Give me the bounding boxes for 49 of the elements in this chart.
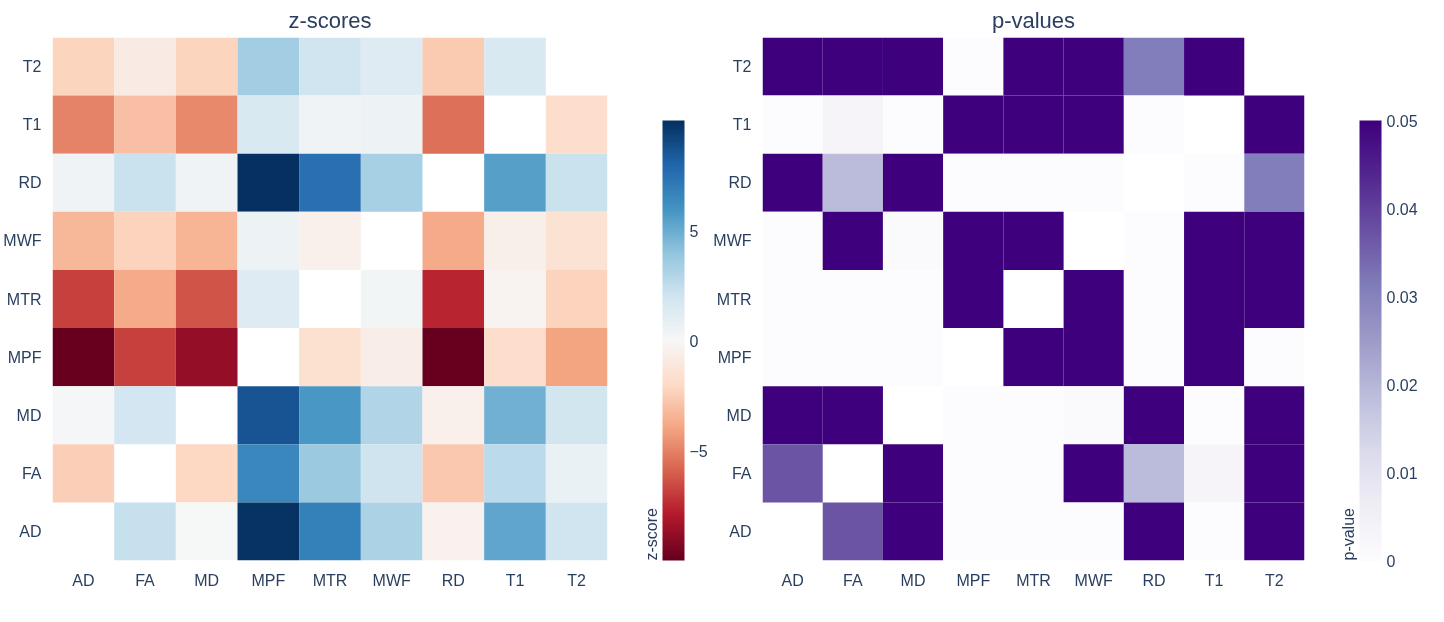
color-bar-label: 5 <box>689 222 699 240</box>
x-tick-label: MWF <box>372 571 411 589</box>
color-bar-label: −5 <box>689 442 708 460</box>
y-tick-label: RD <box>18 174 42 192</box>
x-tick-label: MWF <box>1074 571 1114 589</box>
y-tick-label: MPF <box>7 348 42 366</box>
color-bar-label: 0.02 <box>1386 376 1418 394</box>
chart-title: z-scores <box>288 7 372 33</box>
color-bar-label: 0.03 <box>1386 288 1418 306</box>
x-tick-label: T1 <box>505 571 525 589</box>
y-tick-label: T2 <box>22 58 42 76</box>
color-bar-label: 0 <box>1386 552 1396 570</box>
x-tick-label: AD <box>72 571 95 589</box>
y-tick-label: MWF <box>713 232 752 250</box>
y-tick-label: T1 <box>732 116 752 134</box>
y-tick-label: MPF <box>717 348 752 366</box>
x-tick-label: FA <box>135 571 156 589</box>
color-bar-label: 0.05 <box>1386 112 1418 130</box>
x-tick-label: T2 <box>1265 571 1284 589</box>
x-tick-label: T2 <box>567 571 587 589</box>
y-tick-label: MWF <box>3 232 42 250</box>
y-tick-label: MTR <box>6 290 42 308</box>
y-tick-label: T2 <box>732 58 752 76</box>
y-tick-label: MD <box>16 406 42 424</box>
y-tick-label: FA <box>21 464 42 482</box>
color-bar-label: 0 <box>689 332 699 350</box>
x-tick-label: MD <box>900 571 926 589</box>
color-bar-label: 0.04 <box>1386 200 1418 218</box>
x-tick-label: MD <box>194 571 220 589</box>
x-tick-label: RD <box>441 571 465 589</box>
chart-title: p-values <box>991 7 1076 33</box>
x-tick-label: AD <box>781 571 804 589</box>
x-tick-label: T1 <box>1204 571 1224 589</box>
color-bar-title: p-value <box>1339 507 1357 561</box>
y-tick-label: FA <box>731 464 752 482</box>
x-tick-label: MPF <box>251 571 286 589</box>
x-tick-label: FA <box>843 571 863 589</box>
y-tick-label: T1 <box>22 116 42 134</box>
y-tick-label: AD <box>729 522 752 540</box>
y-tick-label: RD <box>728 174 752 192</box>
color-bar-label: 0.01 <box>1386 464 1418 482</box>
color-bar-title: z-score <box>642 507 660 561</box>
y-tick-label: AD <box>19 522 42 540</box>
x-tick-label: MPF <box>956 571 991 589</box>
x-tick-label: RD <box>1142 571 1166 589</box>
x-tick-label: MTR <box>1016 571 1051 589</box>
x-tick-label: MTR <box>312 571 348 589</box>
y-tick-label: MTR <box>716 290 752 308</box>
y-tick-label: MD <box>726 406 752 424</box>
